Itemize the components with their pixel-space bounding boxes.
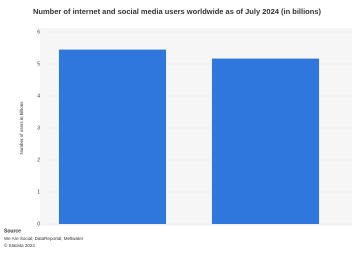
- y-tick-label: 1: [37, 189, 40, 195]
- y-tick-label: 4: [37, 93, 40, 99]
- bar: [211, 58, 320, 225]
- chart-title: Number of internet and social media user…: [33, 7, 321, 16]
- y-tick-label: 3: [37, 125, 40, 131]
- copyright: © Statista 2024: [4, 242, 35, 248]
- source-heading: Source: [4, 228, 21, 234]
- y-tick-label: 5: [37, 61, 40, 67]
- y-axis-label: Number of users in billions: [19, 101, 24, 155]
- source: We Are Social; DataReportal; Meltwater: [4, 236, 84, 241]
- y-tick-label: 0: [37, 221, 40, 227]
- bar: [58, 49, 167, 224]
- y-tick-label: 6: [37, 29, 40, 35]
- y-tick-label: 2: [37, 157, 40, 163]
